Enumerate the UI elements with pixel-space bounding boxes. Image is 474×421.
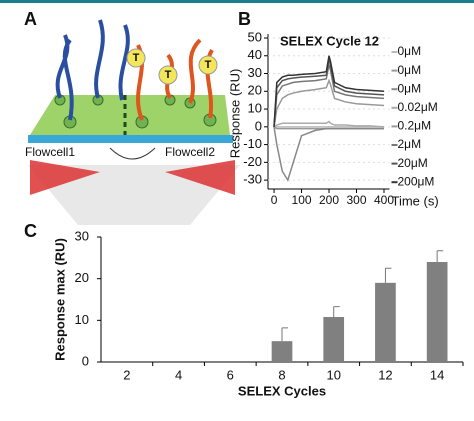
bar bbox=[271, 341, 293, 362]
legend-label: 0.2μM bbox=[398, 119, 432, 133]
target-label: T bbox=[165, 69, 172, 81]
legend-label: 0μM bbox=[398, 44, 422, 58]
x-axis-label: Time (s) bbox=[392, 193, 439, 208]
y-tick-label: -10 bbox=[243, 136, 262, 151]
beam bbox=[30, 160, 100, 195]
error-bar bbox=[333, 306, 340, 317]
series-line bbox=[273, 55, 385, 127]
x-tick-label: 200 bbox=[319, 193, 339, 207]
x-tick-label: 2 bbox=[123, 367, 130, 382]
aptamers bbox=[55, 19, 130, 121]
x-tick-label: 4 bbox=[175, 367, 182, 382]
flowcell-label: Flowcell1 bbox=[25, 145, 75, 159]
bar bbox=[375, 282, 396, 362]
light-cone bbox=[28, 165, 240, 225]
panel-label: A bbox=[24, 9, 37, 29]
x-tick-label: 10 bbox=[326, 367, 340, 382]
x-axis-label: SELEX Cycles bbox=[238, 383, 326, 398]
targets bbox=[126, 48, 218, 85]
error-bar bbox=[436, 250, 444, 262]
x-tick-label: 12 bbox=[378, 367, 392, 382]
glass bbox=[28, 135, 233, 143]
bar bbox=[426, 262, 448, 362]
y-tick-label: 0 bbox=[255, 118, 262, 133]
beam bbox=[165, 160, 235, 195]
x-tick-label: 100 bbox=[292, 193, 312, 207]
x-tick-label: 0 bbox=[271, 193, 278, 207]
y-tick-label: 10 bbox=[248, 100, 262, 115]
legend-label: 0μM bbox=[398, 81, 422, 95]
y-tick-label: -30 bbox=[243, 172, 262, 187]
y-tick-label: -20 bbox=[243, 154, 262, 169]
panel-label: B bbox=[238, 9, 251, 29]
y-axis-label: Response max (RU) bbox=[52, 238, 67, 361]
target-label: T bbox=[205, 59, 212, 71]
series-line bbox=[273, 59, 385, 127]
x-tick-label: 400 bbox=[374, 193, 394, 207]
chart-title: SELEX Cycle 12 bbox=[280, 33, 379, 48]
y-tick-label: 20 bbox=[248, 83, 262, 98]
panel-label: C bbox=[24, 221, 37, 241]
legend-label: 20μM bbox=[398, 156, 428, 170]
legend-label: 200μM bbox=[398, 174, 435, 188]
error-bar bbox=[384, 267, 392, 283]
y-tick-label: 10 bbox=[75, 312, 89, 327]
y-tick-label: 30 bbox=[248, 65, 262, 80]
y-tick-label: 30 bbox=[75, 228, 89, 243]
series-line bbox=[273, 78, 385, 127]
series-line bbox=[273, 64, 385, 127]
x-tick-label: 14 bbox=[430, 367, 444, 382]
y-tick-label: 40 bbox=[248, 47, 262, 62]
series-line bbox=[273, 126, 385, 182]
x-tick-label: 300 bbox=[346, 193, 366, 207]
y-tick-label: 0 bbox=[82, 353, 89, 368]
y-tick-label: 50 bbox=[248, 29, 262, 44]
prism bbox=[109, 147, 156, 160]
legend-label: 0μM bbox=[398, 63, 422, 77]
legend-label: 2μM bbox=[398, 137, 422, 151]
series-line bbox=[273, 120, 385, 128]
target-label: T bbox=[133, 52, 140, 64]
x-tick-label: 8 bbox=[278, 367, 285, 382]
x-tick-label: 6 bbox=[227, 367, 234, 382]
error-bar bbox=[281, 327, 288, 342]
panel-a: A T T T Flowcell1 Flowcell2 bbox=[24, 9, 240, 225]
sensor-chip bbox=[30, 95, 230, 135]
top-rule bbox=[0, 0, 474, 3]
legend-label: 0.02μM bbox=[398, 100, 438, 114]
y-axis-label: Response (RU) bbox=[227, 69, 242, 159]
flowcell-label: Flowcell2 bbox=[165, 145, 215, 159]
y-tick-label: 20 bbox=[75, 270, 89, 285]
bar bbox=[323, 317, 345, 362]
